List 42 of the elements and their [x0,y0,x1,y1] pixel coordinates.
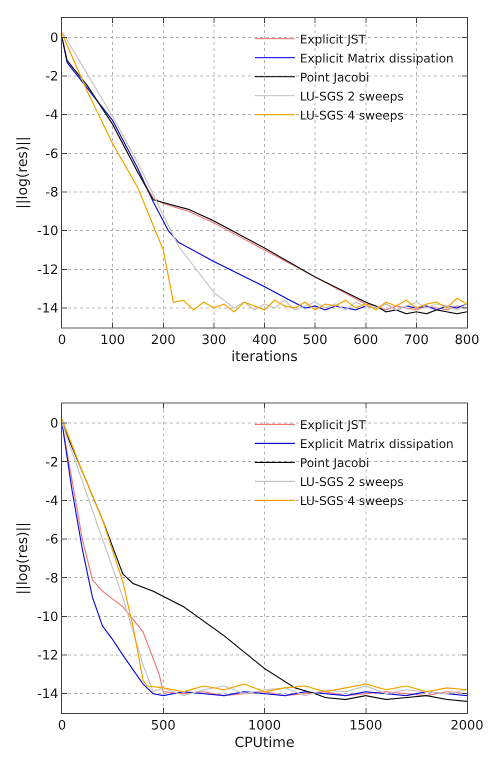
y-tick-label: -14 [37,687,58,702]
x-tick-label: 1000 [248,718,282,734]
legend-label: Explicit JST [300,32,366,46]
y-tick-label: -2 [45,455,58,470]
x-tick-label: 200 [150,332,176,348]
legend-label: Point Jacobi [300,70,370,84]
y-tick-label: -14 [37,302,58,316]
y-tick-label: 0 [50,416,58,432]
x-axis-title: CPUtime [234,734,295,751]
y-tick-label: -6 [45,146,58,162]
y-axis-title: ||log(res)|| [14,522,31,595]
y-tick-label: -12 [37,262,58,278]
y-tick-label: -8 [45,571,58,586]
x-tick-label: 300 [201,332,226,348]
x-tick-label: 2000 [450,718,484,734]
x-tick-label: 700 [404,332,429,348]
legend-label: LU-SGS 2 sweeps [300,475,404,490]
legend-label: LU-SGS 4 sweeps [300,494,404,508]
x-tick-label: 500 [302,332,328,348]
x-tick-label: 1500 [349,718,382,734]
y-tick-label: -4 [45,108,58,124]
y-tick-label: -6 [45,532,58,548]
x-tick-label: 400 [252,332,277,348]
x-tick-label: 800 [454,332,480,348]
x-axis-title: iterations [231,349,298,366]
x-tick-label: 100 [100,332,126,348]
legend-label: Explicit JST [300,418,366,432]
legend-label: LU-SGS 2 sweeps [300,89,404,104]
y-tick-label: -12 [37,648,58,664]
x-tick-label: 500 [150,718,176,734]
y-tick-label: -10 [37,610,58,625]
y-tick-label: -2 [45,70,58,85]
y-tick-label: -10 [37,224,58,240]
y-tick-label: 0 [50,30,58,46]
x-tick-label: 600 [353,332,378,348]
legend-label: Explicit Matrix dissipation [300,437,454,452]
legend-label: LU-SGS 4 sweeps [300,108,404,122]
y-tick-label: -8 [45,186,58,201]
legend-label: Explicit Matrix dissipation [300,51,454,66]
legend-label: Point Jacobi [300,456,370,470]
y-axis-title: ||log(res)|| [14,136,31,209]
y-tick-label: -4 [45,494,58,509]
